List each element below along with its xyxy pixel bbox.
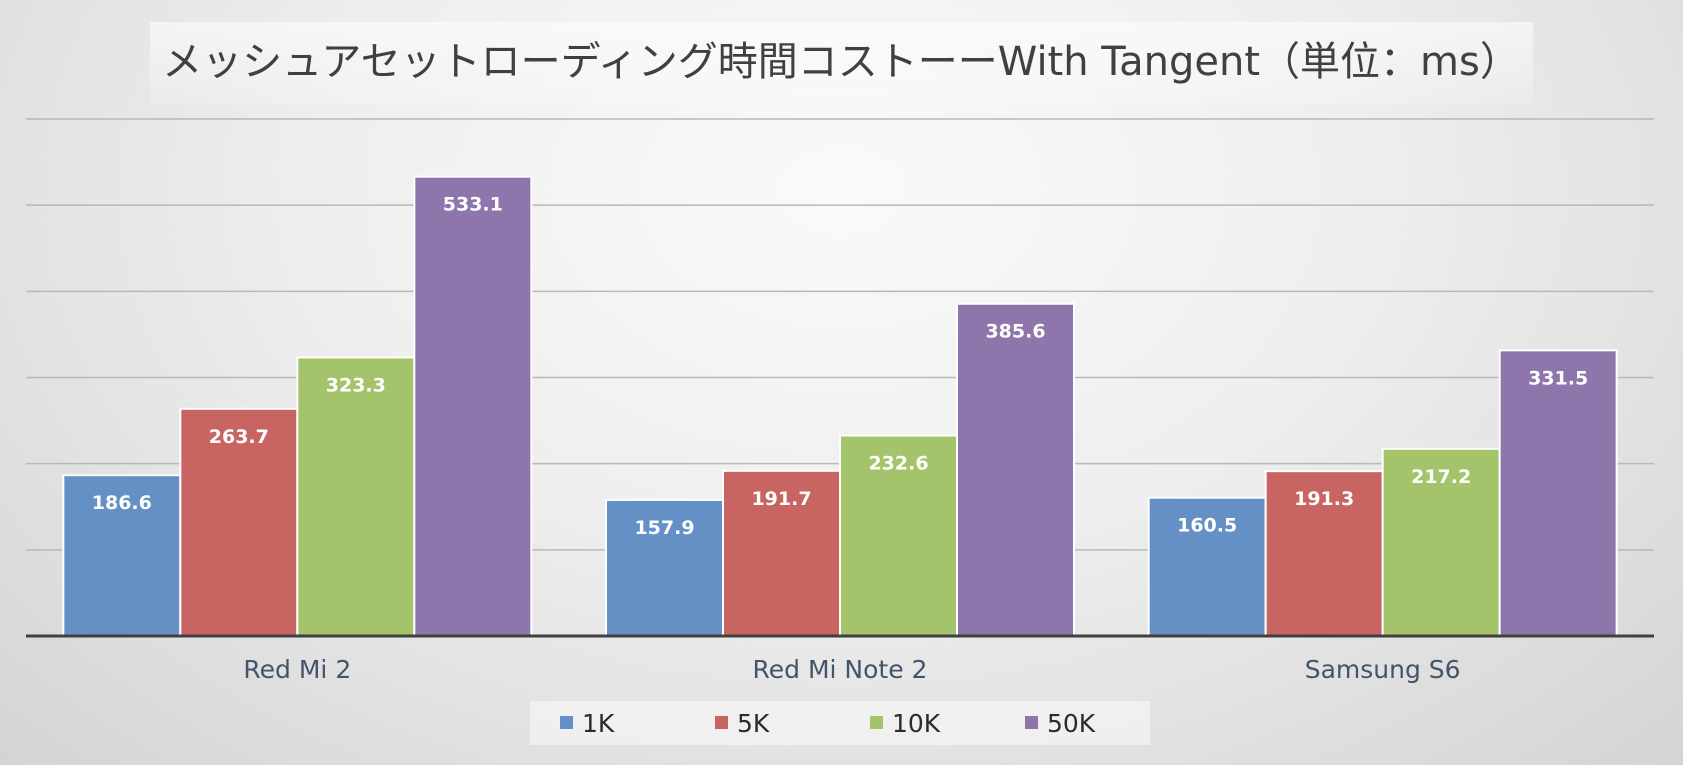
data-label-10k-samsung-s6: 217.2 [1411,466,1471,488]
bar-1k-samsung-s6 [1147,496,1267,638]
data-label-10k-red-mi-2: 323.3 [326,374,386,396]
bar-50k-samsung-s6 [1498,349,1618,637]
title-backdrop [150,22,1533,104]
bar-5k-samsung-s6 [1264,470,1384,638]
data-label-50k-red-mi-2: 533.1 [443,194,503,216]
category-label-red-mi-2: Red Mi 2 [243,655,351,684]
legend-label-1k: 1K [582,709,615,738]
category-label-red-mi-note-2: Red Mi Note 2 [753,655,928,684]
data-label-1k-red-mi-note-2: 157.9 [634,517,694,539]
legend-label-10k: 10K [892,709,941,738]
data-label-5k-samsung-s6: 191.3 [1294,488,1354,510]
legend: 1K 5K 10K 50K [560,709,1096,738]
bar-10k-samsung-s6 [1381,447,1501,638]
bar-10k-red-mi-2 [296,356,416,637]
data-label-1k-samsung-s6: 160.5 [1177,515,1237,537]
bars: 186.6 263.7 323.3 533.1 157.9 191.7 232.6 385.6… [62,175,1618,638]
data-label-5k-red-mi-note-2: 191.7 [751,488,811,510]
legend-swatch-50k [1025,716,1038,729]
legend-swatch-5k [715,716,728,729]
data-label-50k-samsung-s6: 331.5 [1528,367,1588,389]
data-label-5k-red-mi-2: 263.7 [209,426,269,448]
category-labels: Red Mi 2 Red Mi Note 2 Samsung S6 [243,655,1460,684]
bar-50k-red-mi-note-2 [956,302,1075,637]
bar-50k-red-mi-2 [413,175,533,637]
legend-label-5k: 5K [737,709,770,738]
legend-swatch-1k [560,716,573,729]
data-label-50k-red-mi-note-2: 385.6 [985,321,1045,343]
chart-title: メッシュアセットローディング時間コストーーWith Tangent（単位：ms） [162,39,1520,85]
legend-label-50k: 50K [1047,709,1096,738]
legend-swatch-10k [870,716,883,729]
data-label-10k-red-mi-note-2: 232.6 [868,453,928,475]
category-label-samsung-s6: Samsung S6 [1305,655,1461,684]
data-label-1k-red-mi-2: 186.6 [92,492,152,514]
legend-backdrop [530,701,1150,745]
